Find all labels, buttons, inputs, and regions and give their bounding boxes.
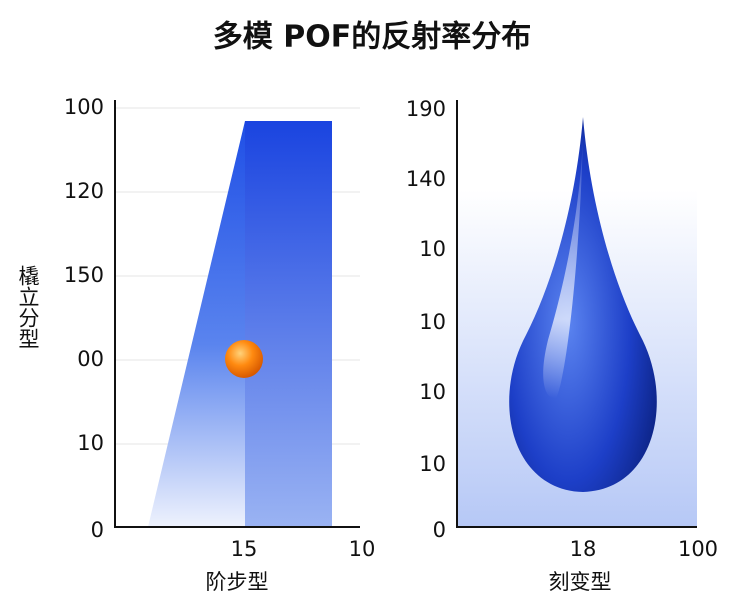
- y-tick-label: 10: [419, 452, 446, 476]
- y-tick-label: 190: [406, 97, 446, 121]
- y-tick-label: 10: [419, 380, 446, 404]
- left-panel: 100 120 150 00 10 0 15 10 阶步型 橇立分型: [16, 95, 375, 594]
- y-axis-label: 橇立分型: [16, 265, 40, 349]
- y-tick-label: 10: [419, 237, 446, 261]
- cladding-shape: [148, 121, 245, 527]
- y-tick-label: 140: [406, 167, 446, 191]
- core-shape: [245, 121, 332, 527]
- droplet-highlight: [543, 135, 583, 399]
- y-tick-label: 0: [433, 518, 446, 542]
- droplet: [509, 117, 657, 492]
- y-tick-label: 120: [64, 179, 104, 203]
- y-tick-label: 0: [91, 518, 104, 542]
- x-tick-label: 18: [570, 537, 597, 561]
- x-tick-label: 100: [678, 537, 718, 561]
- x-tick-label: 10: [349, 537, 376, 561]
- y-tick-label: 10: [419, 310, 446, 334]
- y-tick-label: 10: [77, 431, 104, 455]
- y-tick-label: 150: [64, 263, 104, 287]
- x-tick-label: 15: [231, 537, 258, 561]
- x-axis-label: 刻变型: [549, 570, 612, 594]
- y-tick-label: 100: [64, 95, 104, 119]
- x-axis-label: 阶步型: [206, 570, 269, 594]
- right-panel: 190 140 10 10 10 10 0 18 100 刻变型: [406, 97, 718, 594]
- light-ball: [225, 340, 263, 378]
- title: 多模 POF的反射率分布: [213, 20, 531, 55]
- y-tick-label: 00: [77, 347, 104, 371]
